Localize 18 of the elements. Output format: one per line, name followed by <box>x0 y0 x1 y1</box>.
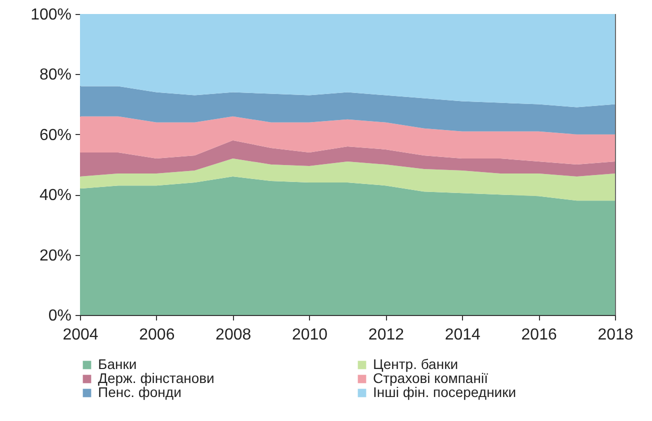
y-tick-label: 60% <box>39 126 72 144</box>
y-tick-label: 80% <box>39 66 72 84</box>
x-tick-label: 2016 <box>521 326 557 344</box>
x-tick-label: 2008 <box>216 326 252 344</box>
x-tick-label: 2012 <box>368 326 404 344</box>
y-tick-label: 100% <box>30 6 72 24</box>
x-tick-label: 2018 <box>598 326 634 344</box>
x-tick-label: 2004 <box>62 326 98 344</box>
y-tick-label: 20% <box>39 247 72 264</box>
y-tick-label: 40% <box>39 187 72 204</box>
x-tick-label: 2006 <box>139 326 175 344</box>
x-tick-label: 2014 <box>444 326 481 344</box>
legend-label: Держ. фінстанови <box>98 370 214 386</box>
legend-label: Банки <box>98 356 137 372</box>
y-tick-label: 0% <box>48 308 72 324</box>
x-tick-label: 2010 <box>292 326 328 344</box>
legend-label: Інші фін. посередники <box>373 384 516 400</box>
legend-label: Центр. банки <box>373 356 458 372</box>
